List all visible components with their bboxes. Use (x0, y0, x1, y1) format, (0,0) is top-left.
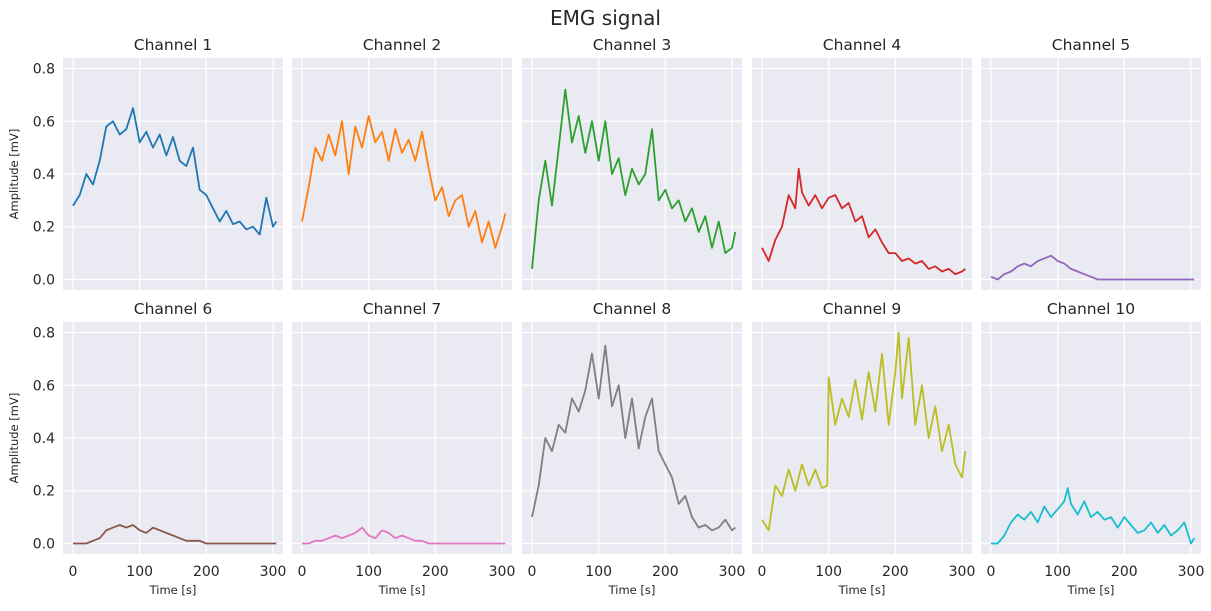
x-tick-label: 200 (652, 564, 679, 580)
series-line (301, 115, 507, 249)
panel-5: Channel 5 (981, 36, 1201, 290)
y-tick-label: 0.2 (33, 484, 55, 500)
y-axis-label: Amplitude [mV] (7, 393, 21, 484)
x-tick-label: 200 (1111, 564, 1138, 580)
x-tick-label: 200 (882, 564, 909, 580)
y-tick-label: 0.6 (33, 378, 55, 394)
panel-7: Channel 7 0 100 200 300 Time [s] (292, 300, 515, 597)
panel-title: Channel 9 (823, 300, 901, 318)
x-tick-label: 100 (126, 564, 153, 580)
x-tick-label: 0 (528, 564, 537, 580)
panel-8: Channel 8 0 100 200 300 Time [s] (522, 300, 745, 597)
y-tick-label: 0.6 (33, 114, 55, 130)
x-tick-label: 0 (758, 564, 767, 580)
x-tick-label: 0 (987, 564, 996, 580)
x-tick-label: 100 (1044, 564, 1071, 580)
panel-title: Channel 7 (363, 300, 441, 318)
x-tick-label: 300 (949, 564, 976, 580)
panel-title: Channel 8 (593, 300, 671, 318)
y-tick-label: 0.4 (33, 431, 55, 447)
x-tick-label: 300 (719, 564, 746, 580)
series-line (761, 331, 967, 532)
panel-6: Channel 6 0.0 0.2 0.4 0.6 0.8 Amplitude [mV] 0 1… (7, 300, 286, 597)
panel-9: Channel 9 0 100 200 300 Time [s] (752, 300, 975, 597)
series-line (991, 487, 1196, 545)
panel-title: Channel 1 (134, 36, 212, 54)
y-tick-label: 0.8 (33, 326, 55, 342)
y-tick-label: 0.4 (33, 167, 55, 183)
panel-title: Channel 6 (134, 300, 212, 318)
x-axis-label: Time [s] (838, 583, 886, 597)
x-axis-label: Time [s] (149, 583, 197, 597)
y-axis-label: Amplitude [mV] (7, 129, 21, 220)
panel-title: Channel 4 (823, 36, 901, 54)
series-line (531, 344, 736, 532)
series-line (302, 526, 506, 545)
y-tick-label: 0.2 (33, 220, 55, 236)
x-tick-label: 100 (355, 564, 382, 580)
panel-title: Channel 3 (593, 36, 671, 54)
x-axis-label: Time [s] (608, 583, 656, 597)
x-axis-label: Time [s] (378, 583, 426, 597)
figure-title: EMG signal (550, 6, 661, 30)
x-tick-label: 0 (298, 564, 307, 580)
panel-2: Channel 2 (292, 36, 512, 290)
x-tick-label: 300 (1178, 564, 1205, 580)
series-line (72, 107, 278, 236)
panel-3: Channel 3 (522, 36, 742, 290)
series-line (531, 88, 737, 269)
x-tick-label: 200 (422, 564, 449, 580)
x-tick-label: 0 (69, 564, 78, 580)
panel-4: Channel 4 (752, 36, 972, 290)
panel-title: Channel 10 (1047, 300, 1135, 318)
panel-10: Channel 10 0 100 200 300 Time [s] (981, 300, 1204, 597)
panel-title: Channel 5 (1052, 36, 1130, 54)
x-tick-label: 100 (815, 564, 842, 580)
panel-title: Channel 2 (363, 36, 441, 54)
series-line (990, 254, 1195, 281)
panel-1: Channel 1 0.0 0.2 0.4 0.6 0.8 Amplitude [mV] (7, 36, 283, 290)
y-tick-label: 0.8 (33, 62, 55, 78)
x-tick-label: 300 (260, 564, 287, 580)
x-tick-label: 300 (489, 564, 516, 580)
x-tick-label: 200 (193, 564, 220, 580)
x-axis-label: Time [s] (1067, 583, 1115, 597)
series-line (761, 167, 966, 276)
y-tick-label: 0.0 (33, 536, 55, 552)
y-tick-label: 0.0 (33, 272, 55, 288)
x-tick-label: 100 (585, 564, 612, 580)
series-line (73, 524, 277, 545)
